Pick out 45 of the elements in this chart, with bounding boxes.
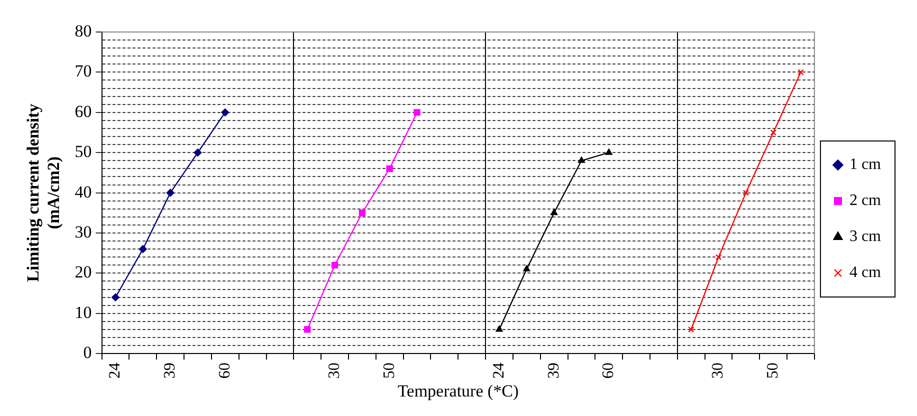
point xyxy=(770,129,776,136)
legend-label: 1 cm xyxy=(849,156,882,174)
y-tick-label: 40 xyxy=(74,182,92,202)
x-tick-label: 30 xyxy=(326,362,343,379)
y-tick-label: 10 xyxy=(74,302,92,322)
y-tick-label: 60 xyxy=(74,102,92,121)
x-tick-label: 50 xyxy=(764,362,782,379)
x-tick-label: 60 xyxy=(216,362,234,379)
x-tick-label: 24 xyxy=(490,362,508,379)
x-tick-label: 24 xyxy=(106,362,124,379)
point xyxy=(358,210,366,216)
y-tick-label: 80 xyxy=(74,21,92,40)
point xyxy=(605,148,612,155)
y-tick-label: 0 xyxy=(83,343,92,362)
legend-label: 2 cm xyxy=(849,192,882,210)
x-tick-label: 60 xyxy=(600,362,618,379)
point xyxy=(578,156,585,163)
point xyxy=(550,208,558,216)
point xyxy=(414,109,420,116)
point xyxy=(798,69,804,76)
y-tick-label: 20 xyxy=(74,262,92,282)
point xyxy=(194,148,202,157)
y-tick-label: 30 xyxy=(74,222,92,242)
point xyxy=(138,245,147,254)
point xyxy=(112,293,120,302)
point xyxy=(166,188,174,197)
point xyxy=(304,326,311,333)
point xyxy=(742,190,750,196)
point xyxy=(715,254,722,260)
point xyxy=(688,326,694,333)
legend-label: 4 cm xyxy=(849,264,882,282)
x-tick-label: 39 xyxy=(545,362,562,379)
y-axis-title: Limiting current density (mA/cm2) xyxy=(24,103,63,282)
x-tick-label: 39 xyxy=(162,362,179,379)
x-tick-label: 30 xyxy=(710,362,727,379)
legend-label: 3 cm xyxy=(849,228,882,246)
x-axis-title: Temperature (*C) xyxy=(398,381,519,400)
x-tick-label: 50 xyxy=(380,362,398,379)
point xyxy=(523,265,530,272)
y-tick-label: 50 xyxy=(74,142,92,162)
y-tick-label: 70 xyxy=(74,62,92,81)
point xyxy=(386,165,393,172)
point xyxy=(496,325,503,332)
point xyxy=(221,108,230,116)
point xyxy=(331,262,338,268)
